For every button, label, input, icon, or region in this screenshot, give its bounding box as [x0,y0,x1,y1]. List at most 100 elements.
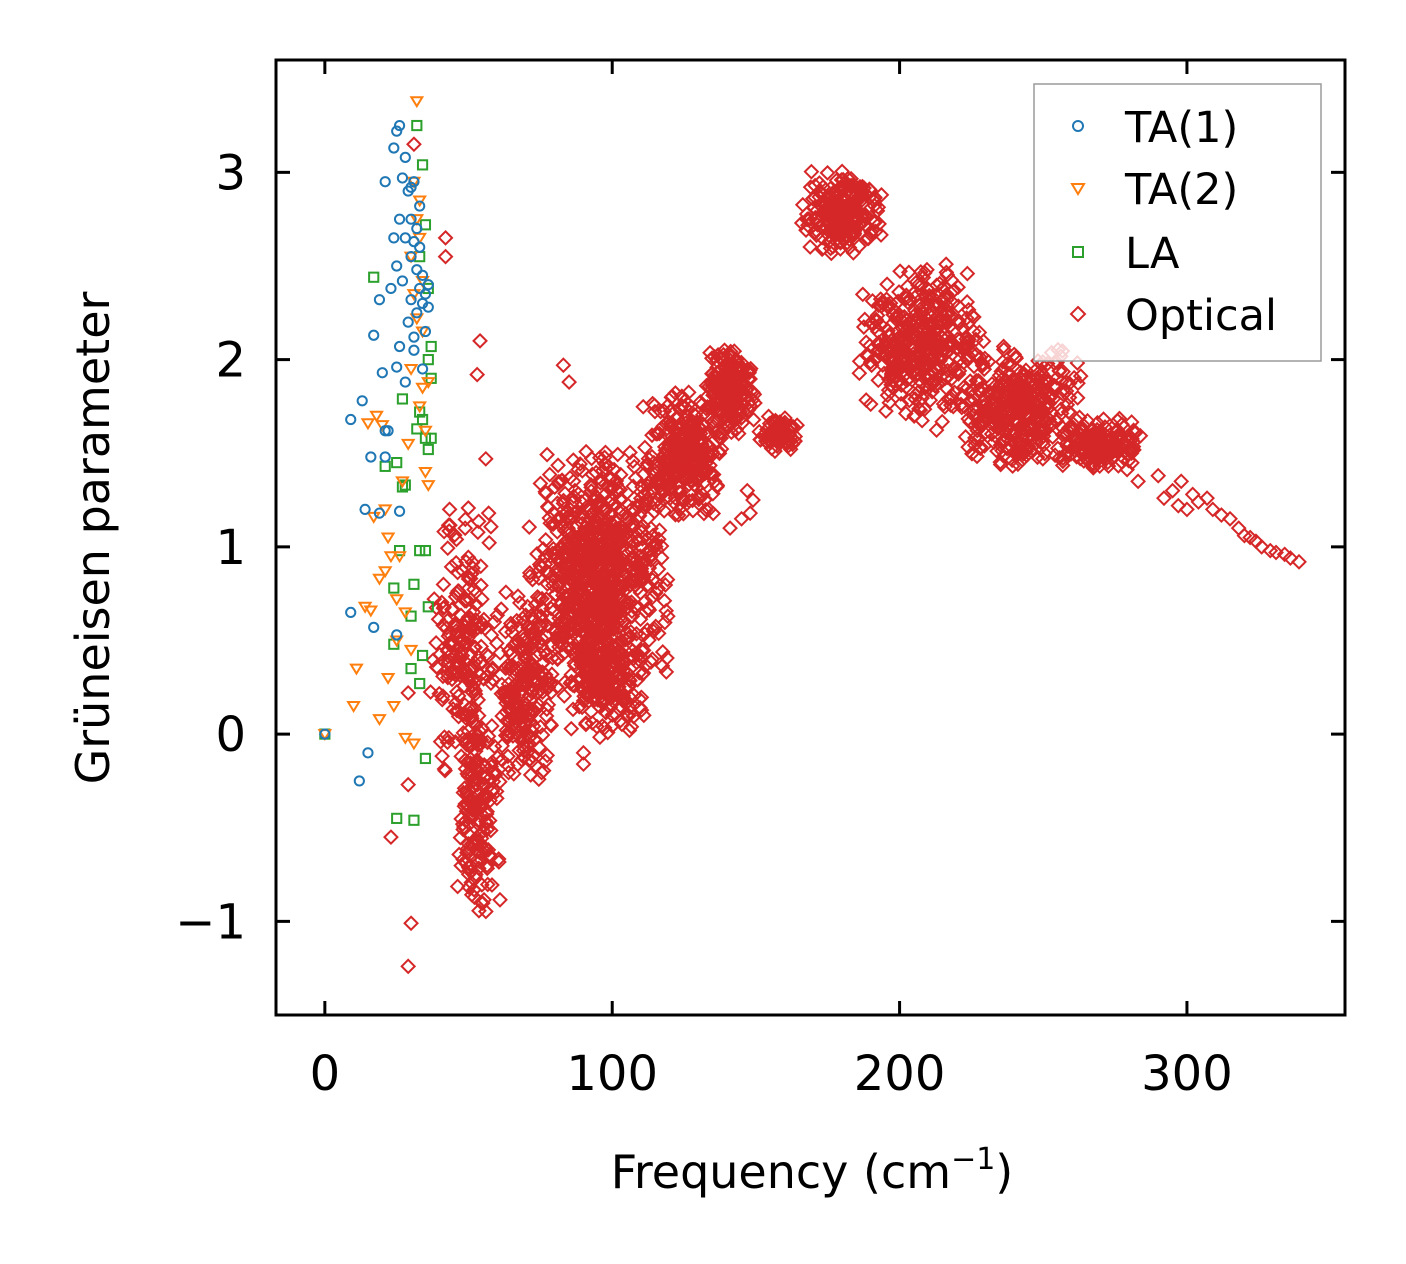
data-point [575,756,592,772]
optical-point [915,336,932,353]
optical-point [662,490,678,507]
optical-point [560,599,577,616]
legend-label-la: LA [1125,229,1180,279]
optical-point [489,607,506,624]
data-point [408,578,420,590]
optical-point [892,263,908,280]
optical-point [622,517,639,534]
data-point [421,377,436,389]
data-point [382,425,394,437]
optical-point [1075,417,1092,434]
data-point [402,316,414,328]
optical-point [683,472,700,489]
optical-point [878,334,895,350]
optical-point [873,186,890,203]
optical-point [680,384,697,401]
optical-point [455,706,472,723]
optical-point [645,495,662,512]
optical-point [592,598,609,615]
optical-point [439,540,456,557]
y-tick-label: 3 [215,145,246,201]
optical-point [601,670,617,687]
optical-point [994,353,1011,370]
optical-point [1101,432,1118,449]
data-point [1150,467,1167,484]
optical-point [500,693,516,709]
optical-point [456,798,473,815]
optical-point [449,564,466,581]
optical-point [934,303,950,320]
optical-point [873,226,889,243]
data-point [621,722,638,739]
data-point [1199,490,1215,507]
optical-point [998,372,1015,389]
optical-point [459,841,476,857]
optical-point [1009,456,1026,473]
optical-point [566,618,583,635]
data-point [418,466,433,479]
data-point [555,357,572,374]
data-point [319,728,331,740]
optical-point [724,378,740,394]
optical-point [938,264,955,281]
optical-point [643,546,660,563]
optical-point [580,688,597,705]
optical-point [674,398,691,415]
x-tick-label: 300 [1141,1046,1233,1102]
optical-point [671,447,687,464]
optical-point [907,347,924,364]
optical-point [506,661,523,678]
optical-point [537,753,554,770]
optical-point [940,328,957,345]
optical-point [781,432,798,449]
data-point [392,551,407,564]
optical-point [484,660,501,677]
optical-point [651,522,668,539]
optical-point [1060,404,1077,420]
data-point [405,294,417,306]
optical-point [558,611,575,628]
data-point [414,200,426,212]
optical-point [1008,446,1024,462]
data-point [393,213,406,225]
optical-point [763,429,780,446]
data-point [422,279,434,291]
data-point [472,332,488,349]
data-point [480,505,497,522]
optical-point [847,192,864,208]
optical-point [537,483,554,500]
optical-point [864,293,881,309]
optical-point [1004,452,1021,469]
optical-point [879,276,896,293]
optical-point [656,502,673,519]
optical-point [982,407,999,423]
data-point [380,672,396,685]
optical-point [461,625,478,642]
optical-point [467,639,483,656]
optical-point [511,728,528,745]
optical-point [487,765,504,782]
optical-point [481,812,498,829]
optical-point [577,571,594,588]
optical-point [530,696,547,713]
optical-point [852,181,869,198]
optical-point [453,857,470,874]
optical-point [1034,450,1051,467]
data-point [422,601,434,613]
optical-point [462,828,479,844]
optical-point [422,684,439,700]
optical-point [984,401,1001,418]
optical-point [943,370,960,387]
data-point [356,395,368,407]
optical-point [452,651,469,667]
optical-point [578,715,594,731]
data-point [405,181,417,193]
optical-point [621,629,638,646]
optical-point [436,523,453,540]
optical-point [1076,437,1092,454]
optical-point [607,524,624,541]
optical-point [1009,382,1026,398]
data-point [399,151,411,163]
data-point [1179,501,1195,518]
optical-point [484,671,501,688]
